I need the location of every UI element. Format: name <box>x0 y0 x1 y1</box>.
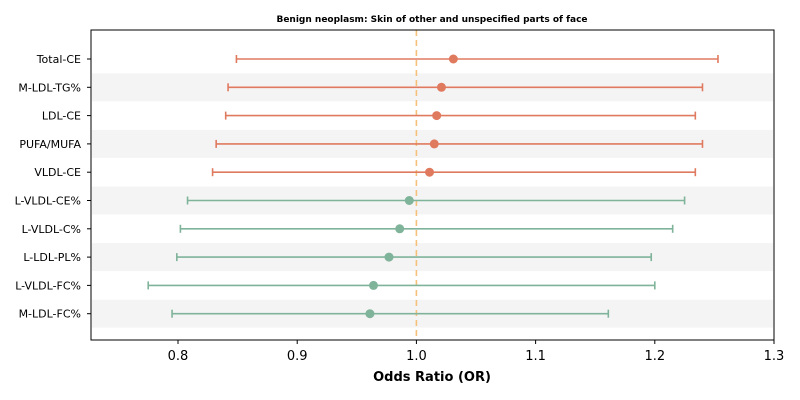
x-tick-label: 1.0 <box>406 349 427 364</box>
x-axis-label: Odds Ratio (OR) <box>373 370 491 385</box>
or-point <box>429 139 439 149</box>
or-point <box>395 224 405 234</box>
chart-title: Benign neoplasm: Skin of other and unspe… <box>276 15 587 25</box>
y-tick-label: Total-CE <box>36 53 81 66</box>
or-point <box>436 82 446 92</box>
y-tick-label: L-VLDL-FC% <box>15 279 81 292</box>
or-point <box>448 54 458 64</box>
x-tick-label: 0.8 <box>168 349 189 364</box>
y-tick-label: PUFA/MUFA <box>19 138 81 151</box>
y-tick-label: L-LDL-PL% <box>23 251 81 264</box>
y-tick-label: VLDL-CE <box>34 166 81 179</box>
y-tick-label: M-LDL-TG% <box>18 81 81 94</box>
or-point <box>425 167 435 177</box>
or-point <box>384 252 394 262</box>
x-tick-label: 1.3 <box>764 349 785 364</box>
x-axis: 0.8 0.9 1.0 1.1 1.2 1.3 <box>168 340 785 364</box>
x-tick-label: 0.9 <box>287 349 308 364</box>
or-point <box>404 196 414 205</box>
y-axis: Total-CE M-LDL-TG% LDL-CE PUFA/MUFA VLDL-CE L… <box>15 53 91 321</box>
y-tick-label: M-LDL-FC% <box>19 308 81 321</box>
y-tick-label: LDL-CE <box>42 110 81 123</box>
or-point <box>365 309 375 319</box>
or-point <box>432 111 442 121</box>
data-marks <box>147 54 719 319</box>
x-tick-label: 1.2 <box>644 349 665 364</box>
plot-frame <box>90 29 775 341</box>
y-tick-label: L-VLDL-C% <box>22 223 81 236</box>
y-tick-label: L-VLDL-CE% <box>15 195 81 208</box>
x-tick-label: 1.1 <box>525 349 546 364</box>
or-point <box>368 280 378 290</box>
